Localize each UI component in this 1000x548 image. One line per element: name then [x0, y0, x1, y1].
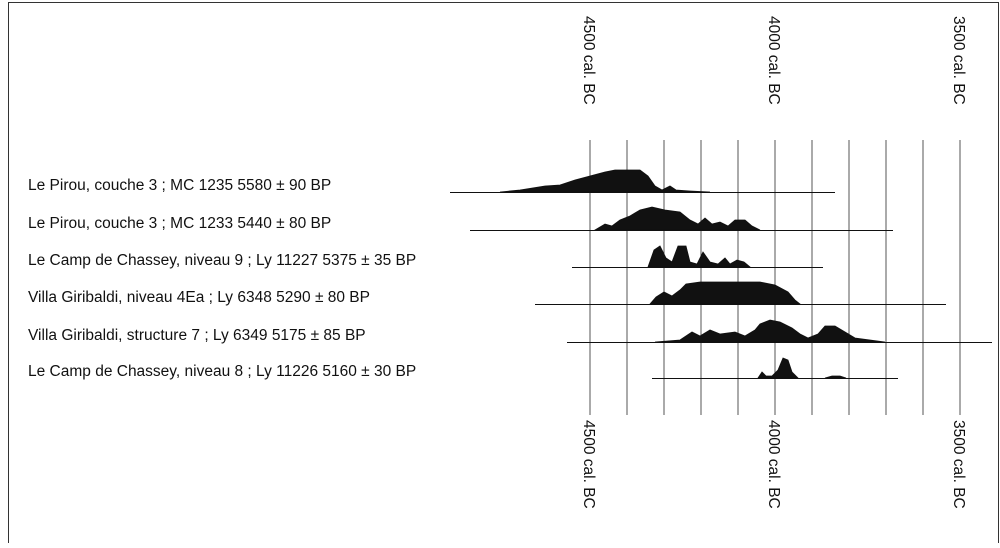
sample-label: Villa Giribaldi, niveau 4Ea ; Ly 6348 52… — [28, 289, 370, 306]
distribution — [649, 281, 802, 305]
frame — [8, 2, 999, 548]
sample-label: Le Camp de Chassey, niveau 9 ; Ly 11227 … — [28, 252, 416, 269]
tick-label-bottom: 4000 cal. BC — [765, 420, 782, 509]
tick-label-top: 4000 cal. BC — [765, 16, 782, 105]
tick-label-top: 4500 cal. BC — [580, 16, 597, 105]
rows: Le Pirou, couche 3 ; MC 1235 5580 ± 90 B… — [28, 177, 992, 380]
distribution — [654, 319, 886, 343]
distribution — [647, 245, 752, 268]
sample-label: Le Pirou, couche 3 ; MC 1235 5580 ± 90 B… — [28, 177, 331, 194]
distribution — [593, 206, 761, 231]
sample-label: Le Camp de Chassey, niveau 8 ; Ly 11226 … — [28, 363, 416, 380]
tick-label-bottom: 3500 cal. BC — [950, 420, 967, 509]
distribution — [757, 357, 847, 379]
sample-label: Villa Giribaldi, structure 7 ; Ly 6349 5… — [28, 327, 366, 344]
sample-label: Le Pirou, couche 3 ; MC 1233 5440 ± 80 B… — [28, 215, 331, 232]
grid: 4500 cal. BC 4500 cal. BC 4000 cal. BC 4000… — [580, 16, 967, 509]
distribution — [499, 169, 711, 193]
tick-label-top: 3500 cal. BC — [950, 16, 967, 105]
distributions — [499, 169, 886, 379]
tick-label-bottom: 4500 cal. BC — [580, 420, 597, 509]
